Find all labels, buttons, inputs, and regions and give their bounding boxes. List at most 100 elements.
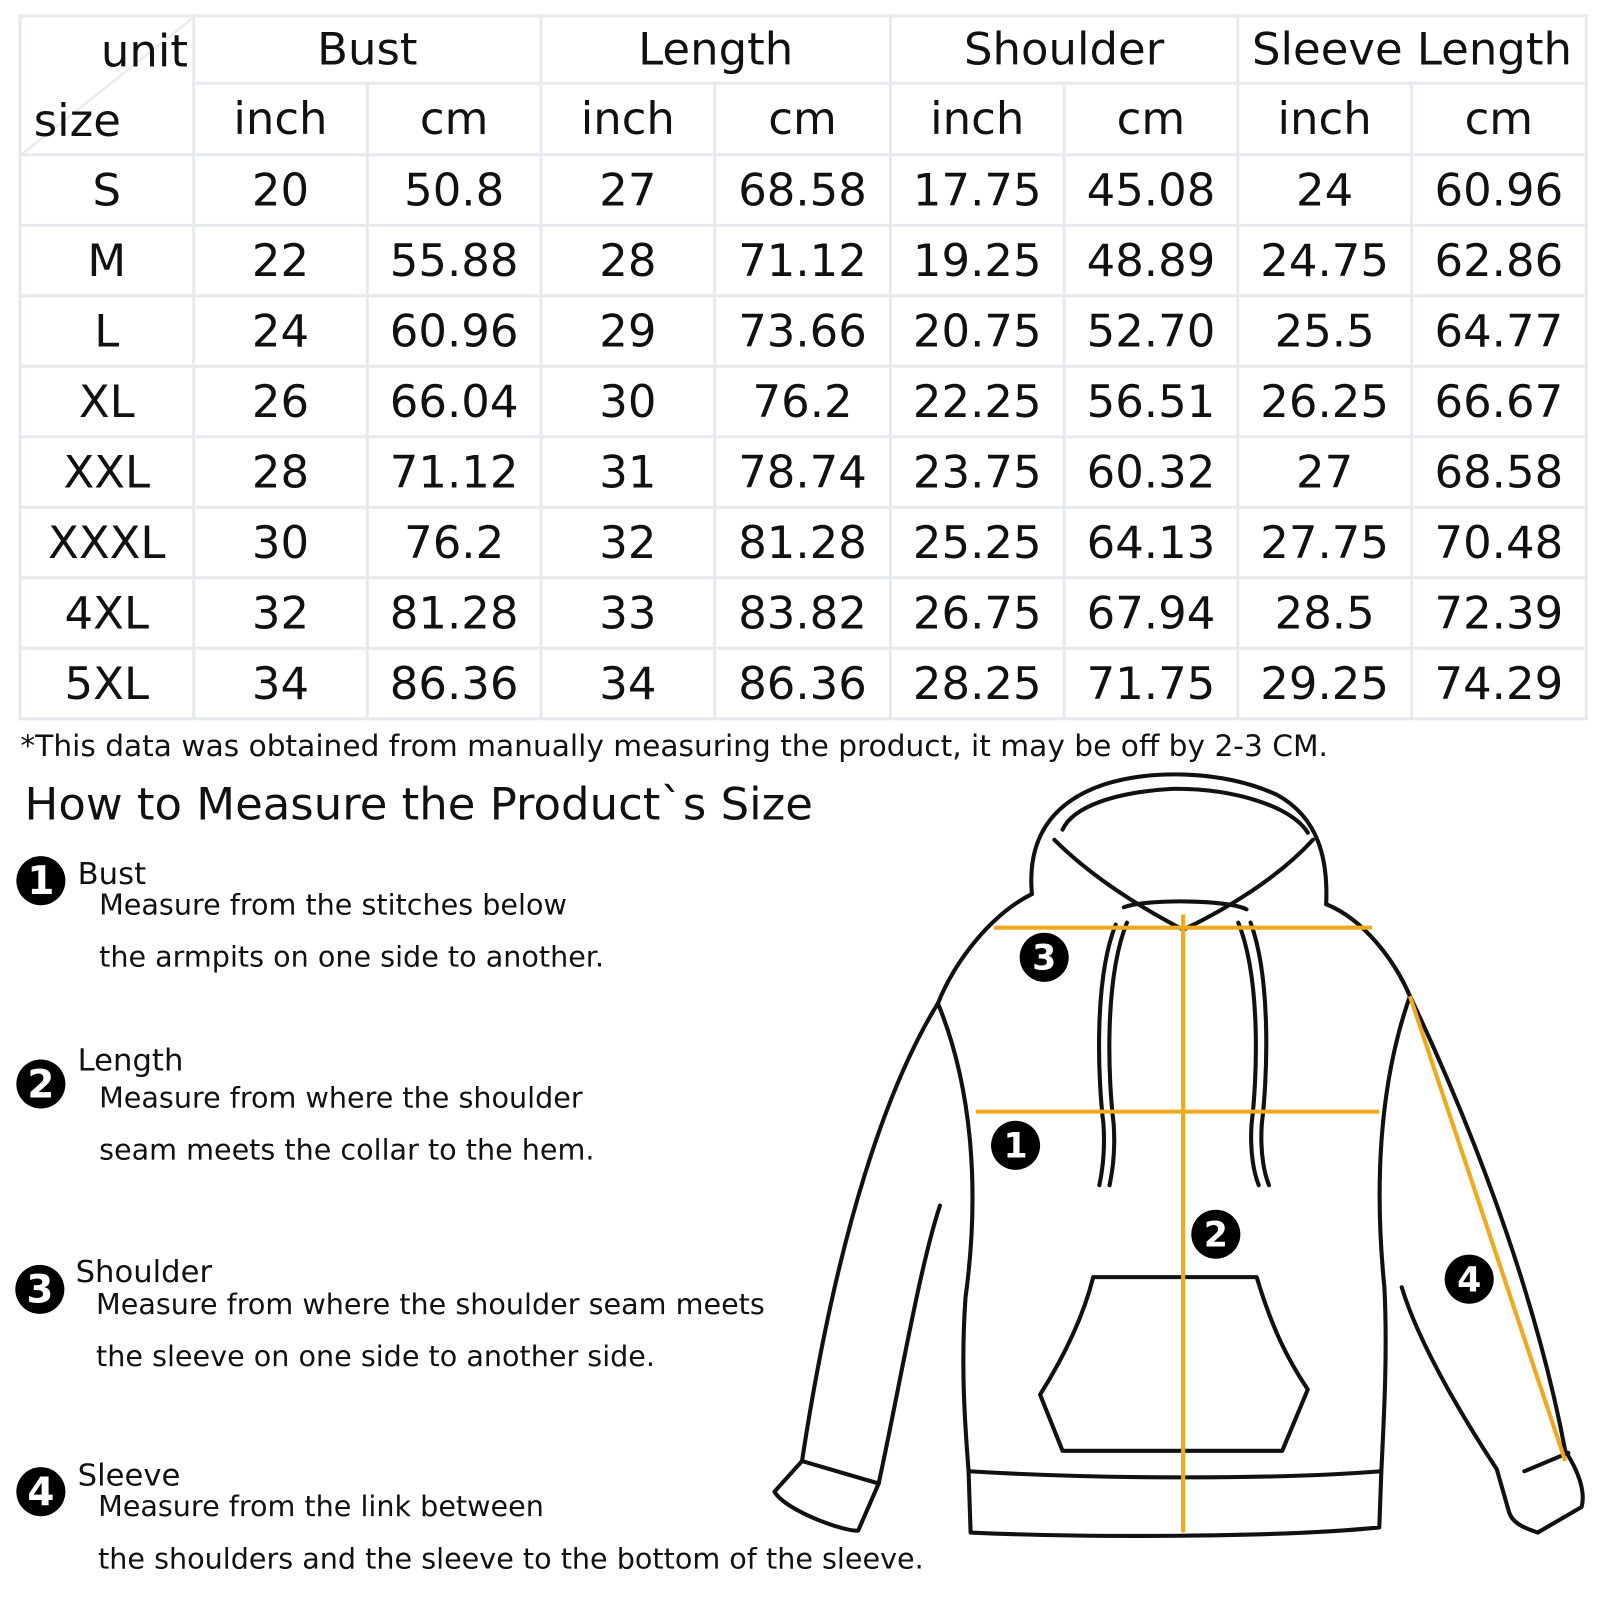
value-cell: 25.25 xyxy=(888,505,1066,580)
value-cell: 32 xyxy=(192,576,369,650)
length-description: Measure from where the shoulder seam meet… xyxy=(99,1080,595,1167)
sleeve-measure-line xyxy=(1408,995,1568,1462)
value-cell: 30 xyxy=(539,364,717,439)
value-cell: 20 xyxy=(192,153,369,227)
size-cell: 4XL xyxy=(18,576,196,650)
value-cell: 26.25 xyxy=(1236,364,1414,439)
size-cell: L xyxy=(18,294,196,368)
value-cell: 28 xyxy=(539,223,717,298)
size-cell: XXL xyxy=(18,435,196,509)
value-cell: 31 xyxy=(539,435,717,509)
svg-text:3: 3 xyxy=(1032,939,1056,979)
shoulder-description: Measure from where the shoulder seam mee… xyxy=(96,1287,765,1374)
measurement-note: *This data was obtained from manually me… xyxy=(20,728,1328,764)
value-cell: 24.75 xyxy=(1236,223,1414,298)
svg-text:1: 1 xyxy=(1003,1127,1027,1167)
diagram-number-1-icon: 1 xyxy=(991,1120,1041,1170)
value-cell: 29.25 xyxy=(1236,646,1414,721)
value-cell: 74.29 xyxy=(1409,646,1588,721)
value-cell: 73.66 xyxy=(713,294,892,368)
size-cell: M xyxy=(18,223,196,298)
sleeve-label: Sleeve xyxy=(77,1457,181,1494)
value-cell: 23.75 xyxy=(888,435,1066,509)
value-cell: 20.75 xyxy=(888,294,1066,368)
value-cell: 34 xyxy=(539,646,717,721)
measurement-lines xyxy=(975,914,1568,1533)
value-cell: 71.12 xyxy=(713,223,892,298)
value-cell: 70.48 xyxy=(1409,505,1588,580)
table-row: 5XL 34 86.36 34 86.36 28.25 71.75 29.25 74.29 xyxy=(18,646,1588,721)
value-cell: 68.58 xyxy=(1409,435,1588,509)
value-cell: 60.96 xyxy=(365,294,543,368)
number-4-icon: 4 xyxy=(16,1467,66,1517)
bust-description: Measure from the stitches below the armpi… xyxy=(99,887,605,974)
table-row: S 20 50.8 27 68.58 17.75 45.08 24 60.96 xyxy=(18,153,1588,227)
shoulder-label: Shoulder xyxy=(75,1254,213,1291)
value-cell: 66.04 xyxy=(365,364,543,439)
value-cell: 30 xyxy=(192,505,369,580)
value-cell: 29 xyxy=(539,294,717,368)
unit-header: cm xyxy=(1062,81,1240,157)
number-2-icon: 2 xyxy=(16,1059,66,1109)
group-header: Sleeve Length xyxy=(1236,14,1588,85)
size-cell: 5XL xyxy=(18,646,196,721)
value-cell: 26.75 xyxy=(888,576,1066,650)
diagram-number-2-icon: 2 xyxy=(1191,1209,1241,1259)
value-cell: 66.67 xyxy=(1409,364,1588,439)
value-cell: 86.36 xyxy=(713,646,892,721)
value-cell: 78.74 xyxy=(713,435,892,509)
value-cell: 64.77 xyxy=(1409,294,1588,368)
value-cell: 60.32 xyxy=(1062,435,1240,509)
value-cell: 55.88 xyxy=(365,223,543,298)
value-cell: 32 xyxy=(539,505,717,580)
value-cell: 71.12 xyxy=(365,435,543,509)
size-cell: XXXL xyxy=(18,505,196,580)
value-cell: 81.28 xyxy=(713,505,892,580)
table-row: 4XL 32 81.28 33 83.82 26.75 67.94 28.5 72.39 xyxy=(18,576,1588,650)
value-cell: 33 xyxy=(539,576,717,650)
value-cell: 60.96 xyxy=(1409,153,1588,227)
table-row: L 24 60.96 29 73.66 20.75 52.70 25.5 64.77 xyxy=(18,294,1588,368)
diagram-number-3-icon: 3 xyxy=(1019,932,1069,982)
diagram-number-4-icon: 4 xyxy=(1444,1254,1494,1304)
unit-header: inch xyxy=(539,81,717,157)
size-label: size xyxy=(33,95,121,148)
svg-text:4: 4 xyxy=(1457,1260,1481,1300)
value-cell: 24 xyxy=(192,294,369,368)
size-cell: S xyxy=(18,153,196,227)
value-cell: 26 xyxy=(192,364,369,439)
table-row: M 22 55.88 28 71.12 19.25 48.89 24.75 62.86 xyxy=(18,223,1588,298)
bust-label: Bust xyxy=(77,856,147,892)
sleeve-description: Measure from the link between the shoulde… xyxy=(98,1489,924,1576)
value-cell: 62.86 xyxy=(1409,223,1588,298)
value-cell: 28.25 xyxy=(888,646,1066,721)
corner-header: unit size xyxy=(18,14,196,157)
value-cell: 50.8 xyxy=(365,153,543,227)
unit-header: inch xyxy=(888,81,1066,157)
value-cell: 28.5 xyxy=(1236,576,1414,650)
unit-label: unit xyxy=(100,25,188,78)
value-cell: 64.13 xyxy=(1062,505,1240,580)
value-cell: 34 xyxy=(192,646,369,721)
unit-header: cm xyxy=(1409,81,1588,157)
value-cell: 17.75 xyxy=(888,153,1066,227)
unit-header: cm xyxy=(365,81,543,157)
value-cell: 27 xyxy=(539,153,717,227)
value-cell: 28 xyxy=(192,435,369,509)
value-cell: 81.28 xyxy=(365,576,543,650)
svg-text:2: 2 xyxy=(1204,1215,1228,1255)
value-cell: 48.89 xyxy=(1062,223,1240,298)
table-row: XL 26 66.04 30 76.2 22.25 56.51 26.25 66.67 xyxy=(18,364,1588,439)
unit-header: inch xyxy=(1236,81,1414,157)
value-cell: 68.58 xyxy=(713,153,892,227)
value-cell: 52.70 xyxy=(1062,294,1240,368)
number-3-icon: 3 xyxy=(15,1264,65,1314)
value-cell: 22.25 xyxy=(888,364,1066,439)
size-cell: XL xyxy=(18,364,196,439)
value-cell: 24 xyxy=(1236,153,1414,227)
size-chart-table: unit size Bust Length Shoulder Sleeve Le… xyxy=(18,14,1588,721)
value-cell: 86.36 xyxy=(365,646,543,721)
value-cell: 76.2 xyxy=(365,505,543,580)
value-cell: 76.2 xyxy=(713,364,892,439)
